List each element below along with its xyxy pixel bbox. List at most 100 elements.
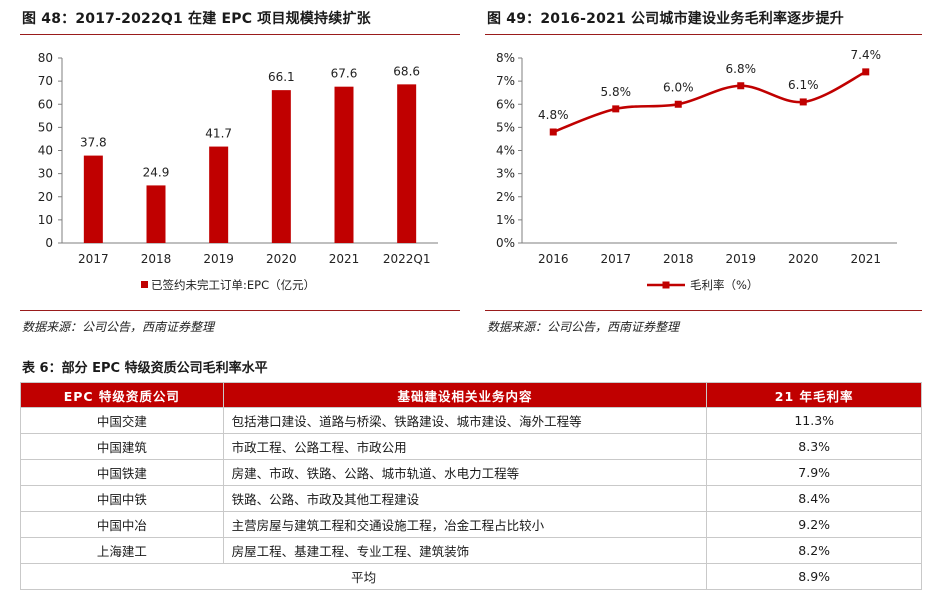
y-tick-label: 0 bbox=[45, 236, 53, 250]
y-tick-label: 70 bbox=[38, 74, 53, 88]
cell-company: 中国交建 bbox=[20, 407, 224, 434]
y-tick-label: 6% bbox=[496, 97, 515, 111]
margin-series-line bbox=[552, 70, 867, 134]
y-tick-label: 60 bbox=[38, 97, 53, 111]
fig49-source: 数据来源：公司公告，西南证券整理 bbox=[487, 320, 680, 334]
data-point-label: 6.1% bbox=[788, 78, 819, 92]
bar bbox=[83, 155, 103, 243]
fig49-source-rule bbox=[485, 310, 922, 311]
table-row: 中国中铁 铁路、公路、市政及其他工程建设 8.4% bbox=[20, 485, 922, 512]
cell-margin: 7.9% bbox=[706, 459, 922, 486]
bar-value-label: 24.9 bbox=[143, 165, 170, 179]
x-tick-label: 2016 bbox=[538, 252, 569, 266]
data-point-marker bbox=[799, 98, 807, 106]
legend-marker bbox=[662, 281, 670, 289]
y-tick-label: 3% bbox=[496, 167, 515, 181]
fig48-title: 图 48：2017-2022Q1 在建 EPC 项目规模持续扩张 bbox=[22, 11, 371, 27]
x-tick-label: 2017 bbox=[600, 252, 631, 266]
x-tick-label: 2020 bbox=[266, 252, 297, 266]
x-tick-label: 2020 bbox=[788, 252, 819, 266]
x-tick-label: 2018 bbox=[663, 252, 694, 266]
cell-business: 主营房屋与建筑工程和交通设施工程，冶金工程占比较小 bbox=[222, 511, 708, 538]
y-tick-label: 8% bbox=[496, 51, 515, 65]
y-tick-label: 80 bbox=[38, 51, 53, 65]
fig49-line-chart: 0% 1% 2% 3% 4% 5% 6% 7% 8% 4.8% 2016 5.8% 2017 6.0% 20… bbox=[496, 48, 897, 292]
cell-margin: 8.2% bbox=[706, 537, 922, 564]
header-business: 基础建设相关业务内容 bbox=[222, 382, 708, 408]
fig49-title: 图 49：2016-2021 公司城市建设业务毛利率逐步提升 bbox=[487, 11, 844, 27]
bar bbox=[209, 146, 229, 243]
table-row: 上海建工 房屋工程、基建工程、专业工程、建筑装饰 8.2% bbox=[20, 537, 922, 564]
bar bbox=[397, 84, 417, 243]
y-tick-label: 30 bbox=[38, 167, 53, 181]
table-row: 中国铁建 房建、市政、铁路、公路、城市轨道、水电力工程等 7.9% bbox=[20, 459, 922, 486]
cell-company: 上海建工 bbox=[20, 537, 224, 564]
y-tick-label: 0% bbox=[496, 236, 515, 250]
y-tick-label: 20 bbox=[38, 190, 53, 204]
legend-swatch bbox=[141, 281, 148, 288]
legend-label: 毛利率（%） bbox=[690, 278, 758, 292]
table6-title: 表 6：部分 EPC 特级资质公司毛利率水平 bbox=[22, 361, 268, 376]
data-point-label: 6.0% bbox=[663, 80, 694, 94]
x-tick-label: 2021 bbox=[850, 252, 881, 266]
y-tick-label: 2% bbox=[496, 190, 515, 204]
cell-business: 铁路、公路、市政及其他工程建设 bbox=[222, 485, 708, 512]
cell-business: 市政工程、公路工程、市政公用 bbox=[222, 433, 708, 460]
bar-value-label: 37.8 bbox=[80, 136, 107, 150]
cell-company: 中国铁建 bbox=[20, 459, 224, 486]
fig48-title-rule bbox=[20, 34, 460, 35]
table-row: 中国建筑 市政工程、公路工程、市政公用 8.3% bbox=[20, 433, 922, 460]
cell-margin: 8.4% bbox=[706, 485, 922, 512]
margin-table: EPC 特级资质公司 基础建设相关业务内容 21 年毛利率 中国交建 包括港口建… bbox=[19, 382, 922, 590]
cell-margin: 9.2% bbox=[706, 511, 922, 538]
x-tick-label: 2018 bbox=[141, 252, 172, 266]
data-point-label: 6.8% bbox=[726, 62, 757, 76]
bar-value-label: 41.7 bbox=[205, 127, 232, 141]
bar bbox=[334, 86, 354, 243]
fig48-bar-chart: 0 10 20 30 40 50 60 70 80 37.8 2017 24.9 2018 41.7 201… bbox=[38, 51, 438, 292]
cell-average-label: 平均 bbox=[19, 563, 708, 590]
x-tick-label: 2021 bbox=[329, 252, 360, 266]
fig49-title-rule bbox=[485, 34, 922, 35]
cell-business: 房建、市政、铁路、公路、城市轨道、水电力工程等 bbox=[222, 459, 708, 486]
x-tick-label: 2017 bbox=[78, 252, 109, 266]
header-company: EPC 特级资质公司 bbox=[20, 382, 224, 408]
data-point-marker bbox=[549, 128, 557, 136]
cell-average-value: 8.9% bbox=[706, 563, 922, 590]
bar bbox=[271, 90, 291, 243]
data-point-label: 7.4% bbox=[851, 48, 882, 62]
y-tick-label: 1% bbox=[496, 213, 515, 227]
legend-label: 已签约未完工订单:EPC（亿元） bbox=[151, 278, 315, 292]
cell-company: 中国建筑 bbox=[20, 433, 224, 460]
table-header-row: EPC 特级资质公司 基础建设相关业务内容 21 年毛利率 bbox=[20, 382, 922, 408]
x-tick-label: 2019 bbox=[725, 252, 756, 266]
data-point-marker bbox=[737, 82, 745, 90]
y-tick-label: 10 bbox=[38, 213, 53, 227]
cell-business: 房屋工程、基建工程、专业工程、建筑装饰 bbox=[222, 537, 708, 564]
cell-company: 中国中铁 bbox=[20, 485, 224, 512]
fig48-source: 数据来源：公司公告，西南证券整理 bbox=[22, 320, 215, 334]
table-average-row: 平均 8.9% bbox=[19, 563, 922, 590]
y-tick-label: 7% bbox=[496, 74, 515, 88]
y-tick-label: 5% bbox=[496, 120, 515, 134]
bar-value-label: 66.1 bbox=[268, 70, 295, 84]
data-point-marker bbox=[612, 105, 620, 113]
x-tick-label: 2022Q1 bbox=[383, 252, 431, 266]
y-tick-label: 50 bbox=[38, 120, 53, 134]
data-point-label: 4.8% bbox=[538, 108, 569, 122]
fig48-source-rule bbox=[20, 310, 460, 311]
y-tick-label: 40 bbox=[38, 144, 53, 158]
data-point-marker bbox=[674, 100, 682, 108]
cell-business: 包括港口建设、道路与桥梁、铁路建设、城市建设、海外工程等 bbox=[222, 407, 708, 434]
table-row: 中国中冶 主营房屋与建筑工程和交通设施工程，冶金工程占比较小 9.2% bbox=[20, 511, 922, 538]
data-point-marker bbox=[862, 68, 870, 76]
table-row: 中国交建 包括港口建设、道路与桥梁、铁路建设、城市建设、海外工程等 11.3% bbox=[20, 407, 922, 434]
cell-company: 中国中冶 bbox=[20, 511, 224, 538]
bar-value-label: 67.6 bbox=[331, 67, 358, 81]
bar-value-label: 68.6 bbox=[393, 64, 420, 78]
x-tick-label: 2019 bbox=[203, 252, 234, 266]
header-margin: 21 年毛利率 bbox=[706, 382, 922, 408]
bar bbox=[146, 185, 166, 243]
y-tick-label: 4% bbox=[496, 144, 515, 158]
cell-margin: 8.3% bbox=[706, 433, 922, 460]
